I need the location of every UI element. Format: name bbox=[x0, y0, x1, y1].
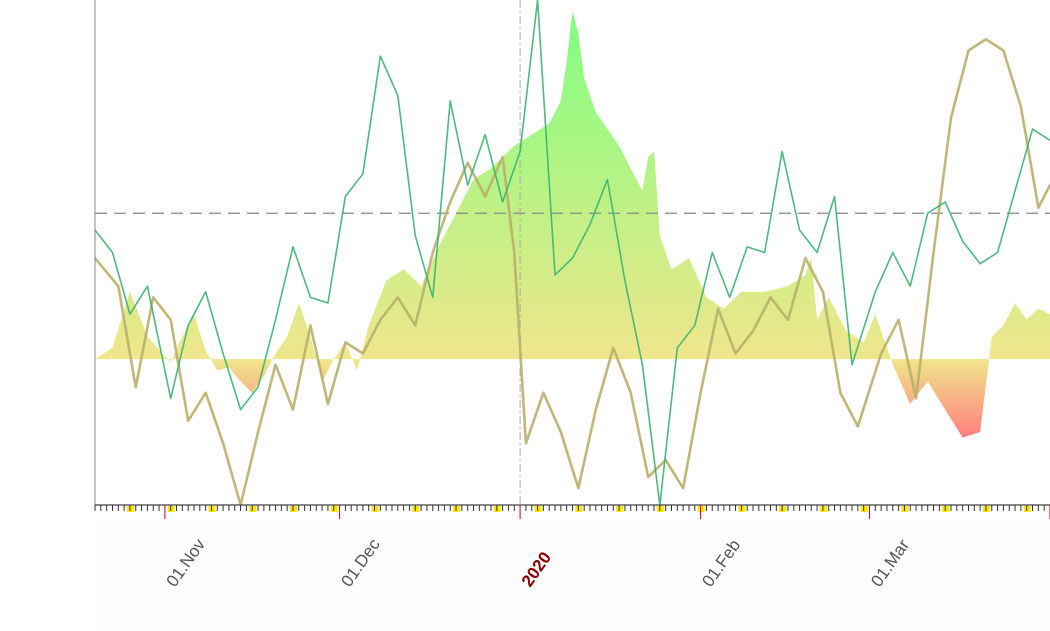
line-series-2 bbox=[95, 0, 1050, 505]
label-band bbox=[95, 520, 1050, 631]
area-series bbox=[95, 11, 1050, 438]
line-series-1 bbox=[95, 37, 1050, 505]
plot-area bbox=[95, 0, 1050, 505]
